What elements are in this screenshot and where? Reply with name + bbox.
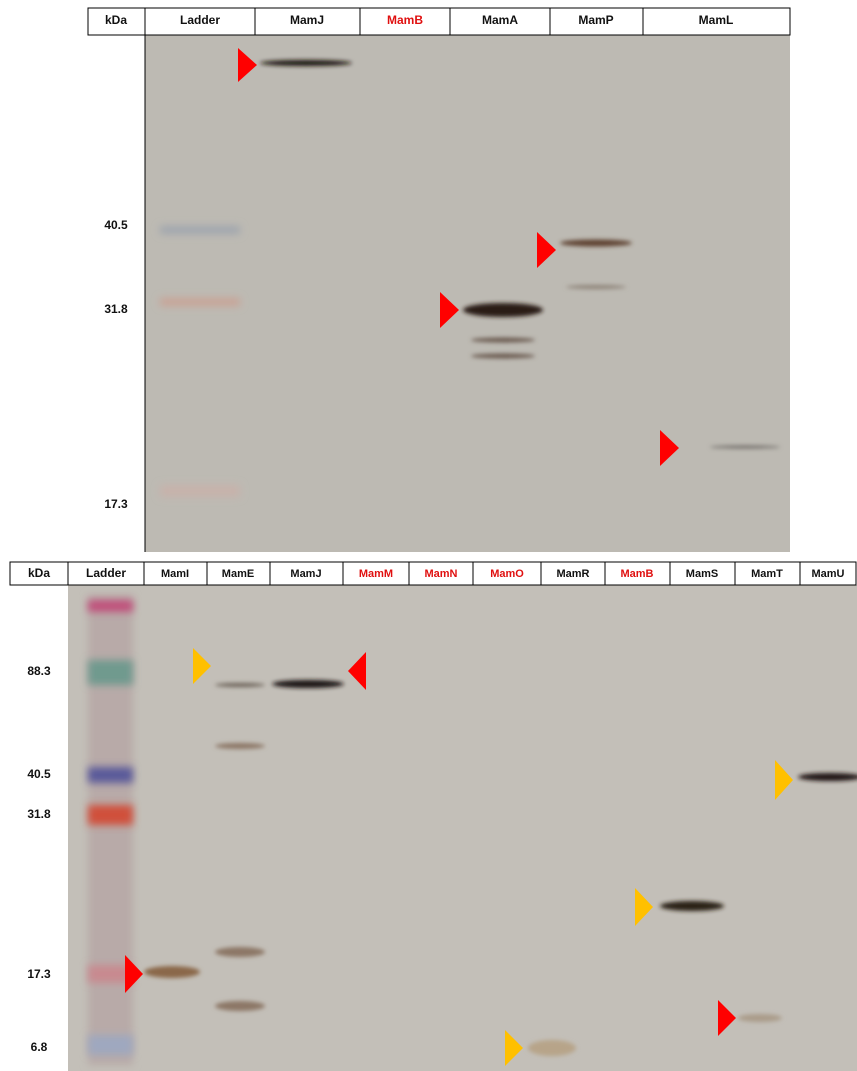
bands: [160, 60, 780, 497]
band: [660, 901, 724, 911]
header-label: MamL: [699, 13, 734, 27]
arrow: [537, 232, 556, 268]
arrow: [125, 955, 143, 993]
header-label: MamE: [222, 568, 254, 580]
marker-column: [10, 585, 68, 1071]
shape: [144, 7, 256, 36]
arrows: [238, 48, 679, 466]
band: [471, 353, 535, 359]
header-label: MamO: [490, 568, 524, 580]
arrows: [125, 648, 793, 1066]
shape: [88, 805, 133, 825]
band: [215, 683, 265, 687]
arrow: [238, 48, 257, 82]
band: [798, 773, 857, 781]
arrow: [505, 1030, 523, 1066]
header-label: MamM: [359, 568, 393, 580]
band: [272, 680, 344, 688]
header-label: MamA: [482, 13, 518, 27]
shape: [160, 298, 240, 306]
header: kDa Ladder MamI MamE MamJ MamM MamN MamO…: [9, 561, 857, 586]
header-label: MamB: [620, 568, 653, 580]
shape: [549, 7, 644, 36]
gel: [68, 585, 857, 1071]
header-label: MamU: [811, 568, 844, 580]
band: [738, 1014, 782, 1022]
shape: [799, 561, 857, 586]
shape: [160, 485, 240, 497]
header-label: Ladder: [86, 566, 126, 580]
gel: [145, 35, 790, 552]
bottom-panel: kDa Ladder MamI MamE MamJ MamM MamN MamO…: [9, 561, 857, 1071]
arrow: [348, 652, 366, 690]
band: [560, 239, 632, 247]
header: kDa Ladder MamJ MamB MamA MamP MamL: [87, 7, 791, 36]
shape: [88, 767, 133, 783]
band: [144, 966, 200, 978]
header-label: MamN: [424, 568, 457, 580]
band: [215, 743, 265, 749]
marker-label: 31.8: [27, 807, 51, 821]
band: [528, 1040, 576, 1056]
arrow: [718, 1000, 736, 1036]
header-label: MamR: [556, 568, 589, 580]
header-label: MamP: [578, 13, 613, 27]
shape: [87, 7, 146, 36]
shape: [449, 7, 551, 36]
arrow: [635, 888, 653, 926]
arrow: [440, 292, 459, 328]
header-label: MamS: [686, 568, 718, 580]
top-panel: kDa Ladder MamJ MamB MamA MamP MamL 40.5…: [87, 7, 791, 552]
header-label: MamB: [387, 13, 423, 27]
band: [710, 445, 780, 449]
arrow: [193, 648, 211, 684]
marker-label: 31.8: [104, 302, 128, 316]
marker-label: 88.3: [27, 664, 51, 678]
marker-label: 6.8: [31, 1040, 48, 1054]
marker-label: 17.3: [104, 497, 128, 511]
marker-label: 40.5: [104, 218, 128, 232]
header-label: kDa: [105, 13, 127, 27]
shape: [88, 600, 133, 612]
shape: [642, 7, 791, 36]
arrow: [660, 430, 679, 466]
header-label: MamI: [161, 568, 189, 580]
shape: [254, 7, 361, 36]
header-label: MamJ: [290, 13, 324, 27]
band: [215, 1001, 265, 1011]
marker-label: 17.3: [27, 967, 51, 981]
band: [463, 303, 543, 317]
arrow: [775, 760, 793, 800]
header-label: MamT: [751, 568, 783, 580]
header-label: Ladder: [180, 13, 220, 27]
shape: [88, 1035, 133, 1055]
shape: [160, 226, 240, 234]
header-label: MamJ: [290, 568, 321, 580]
shape: [88, 660, 133, 685]
shape: [88, 965, 133, 983]
marker-column: [88, 35, 145, 552]
band: [566, 285, 626, 289]
marker-label: 40.5: [27, 767, 51, 781]
band: [215, 947, 265, 957]
band: [471, 337, 535, 343]
header-label: kDa: [28, 566, 50, 580]
band: [260, 60, 352, 66]
